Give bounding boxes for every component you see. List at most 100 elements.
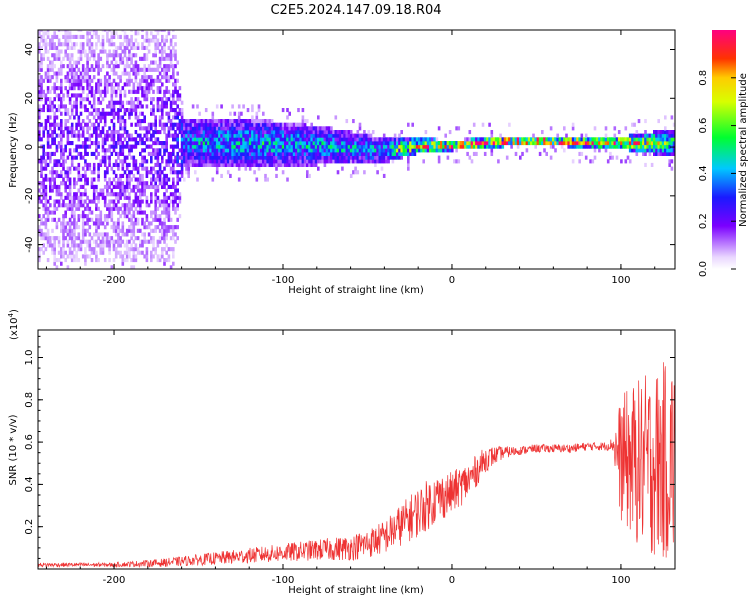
heatmap-cell xyxy=(220,159,223,164)
heatmap-cell xyxy=(73,60,76,65)
heatmap-cell xyxy=(165,122,168,127)
heatmap-cell xyxy=(119,214,122,219)
heatmap-cell xyxy=(114,53,118,58)
heatmap-cell xyxy=(479,144,483,149)
heatmap-cell xyxy=(253,133,256,138)
heatmap-cell xyxy=(299,148,302,153)
heatmap-cell xyxy=(259,155,263,160)
heatmap-cell xyxy=(84,181,87,186)
heatmap-cell xyxy=(670,141,674,146)
heatmap-cell xyxy=(292,159,296,164)
heatmap-cell xyxy=(255,133,259,138)
heatmap-cell xyxy=(121,104,125,109)
heatmap-cell xyxy=(64,144,67,149)
heatmap-cell xyxy=(279,137,283,142)
heatmap-cell xyxy=(42,221,45,226)
heatmap-cell xyxy=(95,203,98,208)
heatmap-cell xyxy=(106,86,109,91)
heatmap-cell xyxy=(255,137,259,142)
heatmap-cell xyxy=(128,250,131,255)
heatmap-cell xyxy=(220,173,223,178)
heatmap-cell xyxy=(466,137,469,142)
heatmap-cell xyxy=(233,111,237,116)
heatmap-cell xyxy=(150,199,153,204)
heatmap-cell xyxy=(81,236,85,241)
heatmap-cell xyxy=(191,151,195,156)
heatmap-cell xyxy=(341,137,344,142)
heatmap-cell xyxy=(196,148,199,153)
heatmap-cell xyxy=(299,122,302,127)
heatmap-cell xyxy=(49,184,52,189)
heatmap-cell xyxy=(628,141,632,146)
heatmap-cell xyxy=(358,133,362,138)
heatmap-cell xyxy=(92,151,96,156)
heatmap-cell xyxy=(51,166,54,171)
heatmap-cell xyxy=(198,151,201,156)
heatmap-cell xyxy=(407,159,410,164)
heatmap-cell xyxy=(44,100,48,105)
heatmap-cell xyxy=(202,141,206,146)
heatmap-cell xyxy=(40,38,43,43)
heatmap-cell xyxy=(143,56,146,61)
heatmap-cell xyxy=(354,151,357,156)
heatmap-cell xyxy=(51,141,54,146)
heatmap-cell xyxy=(147,67,151,72)
heatmap-cell xyxy=(53,97,56,102)
heatmap-cell xyxy=(119,148,122,153)
heatmap-cell xyxy=(130,177,133,182)
heatmap-cell xyxy=(95,228,98,233)
heatmap-cell xyxy=(163,177,166,182)
heatmap-cell xyxy=(191,162,195,167)
heatmap-cell xyxy=(106,38,109,43)
heatmap-cell xyxy=(150,192,153,197)
heatmap-cell xyxy=(204,148,208,153)
heatmap-cell xyxy=(312,144,316,149)
heatmap-cell xyxy=(209,137,212,142)
heatmap-cell xyxy=(308,126,311,131)
heatmap-cell xyxy=(477,141,480,146)
heatmap-cell xyxy=(81,42,85,47)
heatmap-cell xyxy=(167,203,171,208)
heatmap-cell xyxy=(55,192,59,197)
heatmap-cell xyxy=(327,133,331,138)
heatmap-cell xyxy=(117,166,120,171)
heatmap-cell xyxy=(154,250,157,255)
heatmap-cell xyxy=(66,111,70,116)
heatmap-cell xyxy=(68,166,72,171)
heatmap-cell xyxy=(176,162,179,167)
heatmap-cell xyxy=(103,159,107,164)
heatmap-cell xyxy=(237,133,241,138)
heatmap-cell xyxy=(343,159,346,164)
heatmap-cell xyxy=(145,247,149,252)
heatmap-cell xyxy=(156,31,160,36)
heatmap-cell xyxy=(196,162,199,167)
heatmap-cell xyxy=(308,141,311,146)
heatmap-cell xyxy=(106,206,109,211)
heatmap-cell xyxy=(266,130,269,135)
heatmap-cell xyxy=(580,137,584,142)
heatmap-cell xyxy=(46,31,50,36)
heatmap-cell xyxy=(356,159,360,164)
heatmap-cell xyxy=(143,239,146,244)
heatmap-cell xyxy=(257,122,261,127)
heatmap-cell xyxy=(79,239,83,244)
heatmap-cell xyxy=(106,155,109,160)
heatmap-cell xyxy=(279,126,283,131)
heatmap-cell xyxy=(70,71,74,76)
heatmap-cell xyxy=(60,221,63,226)
heatmap-cell xyxy=(609,144,612,149)
heatmap-cell xyxy=(66,89,70,94)
heatmap-cell xyxy=(207,130,210,135)
heatmap-cell xyxy=(84,141,87,146)
heatmap-cell xyxy=(38,232,41,237)
heatmap-cell xyxy=(363,151,366,156)
heatmap-cell xyxy=(40,137,43,142)
heatmap-cell xyxy=(73,82,76,87)
heatmap-cell xyxy=(62,254,65,259)
heatmap-cell xyxy=(244,119,248,124)
heatmap-cell xyxy=(60,261,63,266)
heatmap-cell xyxy=(472,137,476,142)
heatmap-cell xyxy=(139,239,142,244)
heatmap-cell xyxy=(299,155,302,160)
heatmap-cell xyxy=(233,148,237,153)
